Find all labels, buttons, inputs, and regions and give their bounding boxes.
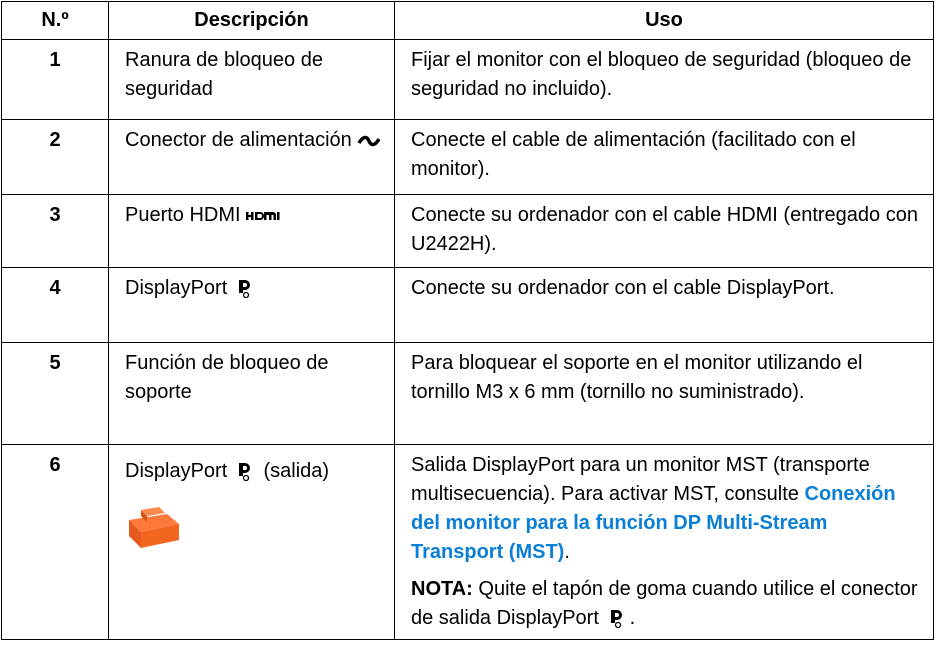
dp-icon	[611, 609, 622, 628]
hdmi-icon	[246, 211, 280, 220]
number: 4	[1, 267, 109, 343]
number: 2	[1, 119, 109, 195]
note-end: .	[629, 607, 636, 629]
row: 6 DisplayPort (salida) Salida DisplayPor…	[1, 444, 934, 640]
description-suffix: (salida)	[263, 460, 330, 482]
rubber-cap-image	[129, 507, 179, 548]
usage-cell: Salida DisplayPort para un monitor MST (…	[394, 444, 934, 640]
usage: Salida DisplayPort para un monitor MST (…	[411, 454, 870, 505]
row: 5 Función de bloqueo de soporte Para blo…	[1, 342, 934, 445]
usage-paragraph: Salida DisplayPort para un monitor MST (…	[411, 451, 921, 567]
description: Conector de alimentación	[125, 129, 352, 151]
description: Puerto HDMI	[125, 204, 241, 226]
usage: Conecte el cable de alimentación (facili…	[394, 119, 934, 195]
number: 3	[1, 194, 109, 268]
usage: Fijar el monitor con el bloqueo de segur…	[394, 39, 934, 120]
row: 1 Ranura de bloqueo de seguridad Fijar e…	[1, 39, 934, 120]
link[interactable]: Conexión del monitor para la función DP …	[411, 483, 896, 563]
description-cell: DisplayPort (salida)	[108, 444, 395, 640]
usage: Conecte su ordenador con el cable Displa…	[394, 267, 934, 343]
usage: Para bloquear el soporte en el monitor u…	[394, 342, 934, 445]
header-cell: Uso	[394, 1, 934, 40]
link-end: .	[564, 541, 570, 563]
description-line: DisplayPort (salida)	[125, 457, 382, 486]
description-cell: DisplayPort	[108, 267, 395, 343]
row: 3 Puerto HDMI Conecte su ordenador con e…	[1, 194, 934, 268]
note-label: NOTA:	[411, 578, 473, 600]
ac-icon	[357, 135, 381, 146]
description: Función de bloqueo de soporte	[108, 342, 395, 445]
header-cell: Descripción	[108, 1, 395, 40]
description: DisplayPort	[125, 460, 228, 482]
dp-icon	[239, 279, 251, 298]
note: Quite el tapón de goma cuando utilice el…	[411, 578, 918, 629]
row: 4 DisplayPort Conecte su ordenador con e…	[1, 267, 934, 343]
usage: Conecte su ordenador con el cable HDMI (…	[394, 194, 934, 268]
header-row: N.º Descripción Uso	[1, 1, 934, 40]
number: 6	[1, 444, 109, 640]
description-cell: Conector de alimentación	[108, 119, 395, 195]
number: 1	[1, 39, 109, 120]
description-cell: Puerto HDMI	[108, 194, 395, 268]
spec-table: N.º Descripción Uso 1 Ranura de bloqueo …	[1, 1, 934, 640]
number: 5	[1, 342, 109, 445]
description: DisplayPort	[125, 277, 228, 299]
dp-icon	[239, 462, 251, 481]
note-paragraph: NOTA: Quite el tapón de goma cuando util…	[411, 575, 921, 633]
description: Ranura de bloqueo de seguridad	[108, 39, 395, 120]
row: 2 Conector de alimentación Conecte el ca…	[1, 119, 934, 195]
header-cell: N.º	[1, 1, 109, 40]
